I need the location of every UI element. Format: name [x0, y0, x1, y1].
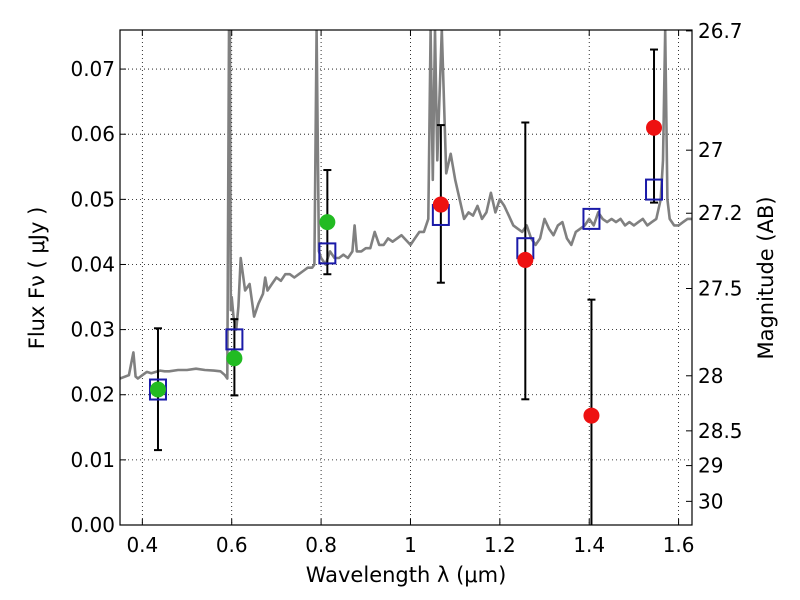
observed-point	[646, 119, 663, 136]
plot-frame	[119, 29, 693, 526]
observed-point	[432, 196, 449, 213]
y-tick-label: 0.00	[70, 513, 115, 537]
observed-point	[583, 407, 600, 424]
spectrum-layer	[120, 30, 692, 380]
y-tick-label: 0.07	[70, 57, 115, 81]
magnitude-tick-label: 29	[698, 454, 723, 478]
y-axis-label-left: Flux Fν ( μJy )	[25, 207, 49, 350]
x-tick-label: 0.8	[305, 533, 337, 557]
x-axis-label: Wavelength λ (μm)	[306, 563, 507, 587]
model-point	[582, 207, 601, 230]
model-point	[645, 178, 664, 201]
grid-lines	[120, 30, 692, 525]
magnitude-tick-label: 26.7	[698, 19, 743, 43]
y-tick-label: 0.05	[70, 187, 115, 211]
x-axis-ticks: 0.4 0.6 0.8 1 1.2 1.4 1.6	[126, 30, 695, 557]
x-tick-label: 1.6	[663, 533, 695, 557]
model-point	[318, 242, 337, 265]
y-tick-label: 0.06	[70, 122, 115, 146]
observed-points-layer	[149, 119, 663, 424]
y-tick-label: 0.02	[70, 383, 115, 407]
y-tick-label: 0.04	[70, 252, 115, 276]
spectrum-line	[120, 30, 692, 380]
magnitude-tick-label: 27.5	[698, 277, 743, 301]
x-tick-label: 0.6	[216, 533, 248, 557]
magnitude-axis-ticks: 26.7 27 27.2 27.5 28 28.5 29 30	[686, 19, 743, 513]
y-tick-label: 0.03	[70, 318, 115, 342]
observed-point	[517, 251, 534, 268]
x-tick-label: 0.4	[126, 533, 158, 557]
x-tick-label: 1.4	[573, 533, 605, 557]
x-tick-label: 1	[404, 533, 417, 557]
magnitude-tick-label: 28.5	[698, 419, 743, 443]
magnitude-tick-label: 27	[698, 138, 723, 162]
y-axis-ticks: 0.00 0.01 0.02 0.03 0.04 0.05 0.06 0.07	[70, 57, 126, 537]
magnitude-tick-label: 27.2	[698, 201, 743, 225]
observed-point	[149, 381, 166, 398]
observed-point	[226, 350, 243, 367]
y-tick-label: 0.01	[70, 448, 115, 472]
y-axis-label-right: Magnitude (AB)	[754, 196, 778, 359]
observed-point	[319, 214, 336, 231]
model-point	[225, 328, 244, 351]
x-tick-label: 1.2	[484, 533, 516, 557]
magnitude-tick-label: 28	[698, 364, 723, 388]
magnitude-tick-label: 30	[698, 489, 723, 513]
